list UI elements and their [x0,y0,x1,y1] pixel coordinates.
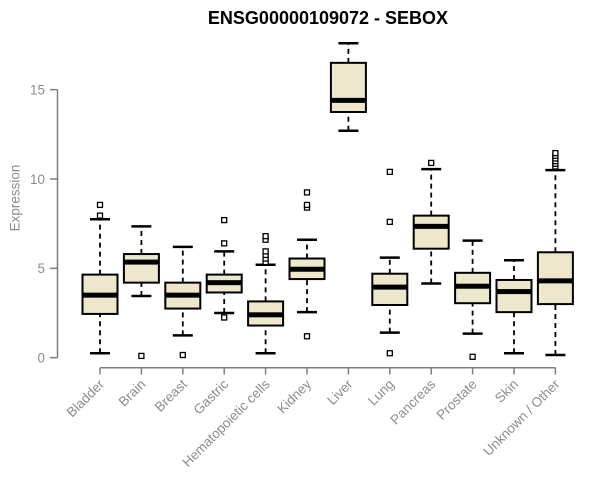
median-unknown-other [537,278,573,284]
y-tick-label-5: 5 [37,261,45,276]
x-tick-label-prostate: Prostate [434,377,480,423]
outlier-lung-1 [386,218,393,226]
y-tick-label-10: 10 [30,172,45,187]
median-liver [330,97,366,103]
y-tick-label-15: 15 [30,82,45,97]
outlier-lung-2 [386,168,393,176]
outlier-brain-0 [138,352,145,360]
median-pancreas [413,223,449,229]
outlier-kidney-3 [303,189,311,196]
box-unknown-other [536,251,574,306]
median-prostate [455,283,491,289]
outlier-hematopoietic-cells-5 [262,233,269,240]
box-liver [329,61,367,113]
x-tick-label-pancreas: Pancreas [387,376,438,427]
median-bladder [82,292,118,298]
median-hematopoietic-cells [248,312,284,318]
median-lung [372,284,408,290]
median-kidney [289,266,325,272]
box-pancreas [412,214,450,250]
outlier-hematopoietic-cells-3 [262,248,269,255]
outlier-gastric-2 [221,216,228,224]
median-breast [165,292,201,298]
outlier-breast-0 [179,351,186,359]
x-tick-label-bladder: Bladder [64,376,108,420]
median-gastric [206,280,242,286]
outlier-kidney-2 [303,201,311,209]
x-tick-label-skin: Skin [492,377,521,406]
x-tick-label-liver: Liver [324,376,356,408]
y-tick-label-0: 0 [37,351,45,366]
x-tick-label-lung: Lung [365,377,397,409]
x-tick-label-kidney: Kidney [274,376,314,416]
outlier-prostate-0 [469,353,476,360]
box-skin [495,278,533,314]
outlier-lung-0 [386,350,393,357]
outlier-pancreas-0 [428,159,435,167]
outlier-bladder-0 [96,212,104,219]
x-tick-label-breast: Breast [152,376,190,414]
box-brain [122,253,160,284]
x-tick-label-unknown-other: Unknown / Other [480,376,563,459]
outlier-gastric-0 [221,314,228,321]
median-brain [123,259,159,265]
outlier-gastric-1 [221,240,228,247]
x-tick-label-gastric: Gastric [190,376,231,417]
x-tick-label-brain: Brain [116,377,149,410]
chart-title: ENSG00000109072 - SEBOX [207,8,449,28]
outlier-bladder-1 [96,201,104,209]
outlier-kidney-0 [303,333,311,340]
median-skin [496,289,532,295]
outlier-unknown-other-5 [552,149,559,157]
